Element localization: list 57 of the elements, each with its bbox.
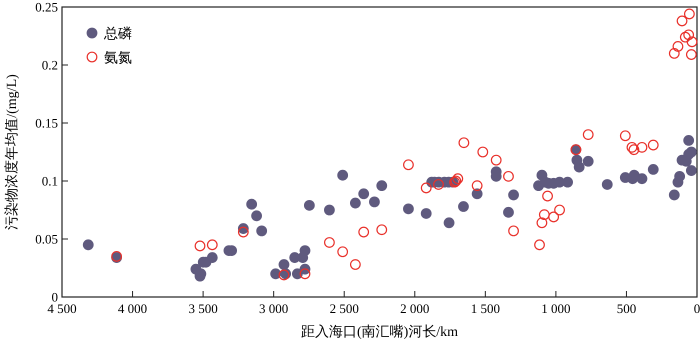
x-tick-label: 3 500	[188, 301, 218, 316]
point	[458, 137, 470, 148]
point	[626, 142, 638, 153]
point	[490, 154, 502, 166]
y-tick-label: 0.15	[35, 116, 58, 130]
point	[554, 204, 565, 216]
x-tick-label: 1 500	[470, 301, 500, 316]
point	[534, 239, 545, 250]
y-tick-label: 0.2	[42, 58, 58, 72]
point	[503, 170, 514, 182]
y-tick-label: 0.25	[35, 0, 58, 14]
point	[403, 159, 414, 170]
point	[194, 240, 206, 252]
x-axis-title: 距入海口(南汇嘴)河长/km	[300, 324, 458, 340]
point	[420, 182, 432, 194]
point	[648, 140, 659, 150]
x-tick-label: 1 000	[541, 301, 571, 316]
point	[376, 224, 388, 236]
point	[538, 209, 550, 220]
point	[686, 49, 697, 60]
point	[620, 130, 631, 142]
point	[238, 226, 249, 238]
x-tick-label: 2 500	[330, 301, 359, 316]
x-tick-label: 2 000	[400, 301, 430, 316]
legend-label: 总磷	[103, 26, 132, 42]
point	[636, 142, 648, 153]
point	[684, 8, 695, 20]
point	[536, 217, 548, 228]
point	[452, 173, 464, 184]
point	[548, 212, 560, 222]
point	[206, 239, 218, 250]
legend-label: 氨氮	[104, 51, 132, 66]
point	[680, 32, 691, 43]
x-tick-label: 3 000	[259, 301, 288, 316]
point	[676, 16, 688, 26]
x-tick-label: 500	[616, 301, 636, 316]
point	[350, 259, 361, 270]
point	[508, 225, 519, 236]
point	[477, 146, 488, 158]
point	[628, 144, 640, 156]
y-axis-title: 污染物浓度年均值/(mg/L)	[4, 74, 20, 230]
y-tick-label: 0.05	[35, 232, 58, 246]
point	[683, 29, 694, 40]
point	[358, 226, 370, 238]
x-tick-label: 4 000	[118, 301, 148, 316]
point	[433, 179, 444, 190]
point	[300, 268, 310, 280]
point	[542, 190, 553, 202]
point	[672, 41, 684, 52]
point	[686, 36, 698, 48]
x-tick-label: 0	[694, 301, 700, 316]
point	[582, 129, 594, 140]
point	[324, 237, 335, 248]
point	[668, 48, 680, 59]
point	[472, 180, 483, 192]
y-tick-label: 0.1	[42, 174, 58, 188]
point	[337, 246, 348, 258]
